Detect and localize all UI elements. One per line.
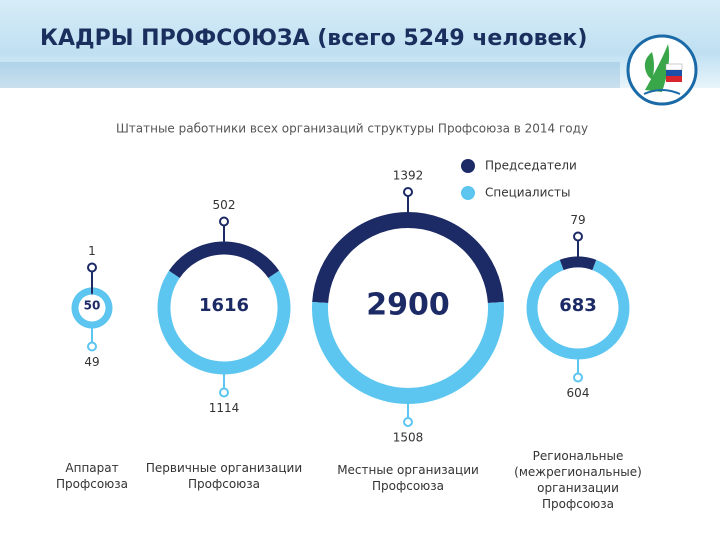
legend-swatch [461, 159, 475, 173]
chart-subtitle: Штатные работники всех организаций струк… [116, 122, 588, 136]
donut-total: 1616 [199, 295, 249, 316]
value-label: 1392 [393, 169, 424, 183]
category-label: Первичные организации Профсоюза [145, 461, 303, 491]
donut-segment [526, 259, 630, 360]
donut-total: 683 [559, 295, 597, 316]
donut-total: 2900 [366, 288, 450, 323]
donut-segment [312, 212, 504, 304]
pin-head [219, 216, 229, 227]
donut-segment [312, 301, 504, 404]
value-label: 604 [567, 386, 590, 400]
pin-head [573, 231, 583, 242]
pin-head [87, 341, 97, 352]
value-label: 49 [84, 355, 99, 369]
legend-label: Специалисты [485, 186, 570, 200]
logo [626, 34, 698, 106]
category-label: Аппарат Профсоюза [55, 461, 129, 491]
category-label: Региональные (межрегиональные) организац… [514, 449, 642, 511]
pin-head [403, 417, 413, 427]
pin-head [573, 372, 583, 383]
value-label: 502 [213, 198, 236, 212]
donut-segment [157, 270, 291, 375]
value-label: 1114 [209, 401, 240, 415]
value-label: 79 [570, 213, 585, 227]
banner-stripe [0, 62, 620, 88]
pin-head [219, 387, 229, 398]
pin-head [87, 262, 97, 273]
legend-swatch [461, 186, 475, 200]
pin-head [403, 187, 413, 197]
donut-total: 50 [84, 299, 101, 313]
legend-label: Председатели [485, 159, 577, 173]
value-label: 1 [88, 244, 96, 258]
donut-segment [559, 256, 597, 271]
donut-segment [71, 287, 113, 329]
category-label: Местные организации Профсоюза [337, 463, 479, 493]
slide-title: КАДРЫ ПРОФСОЮЗА (всего 5249 человек) [40, 26, 588, 51]
donut-segment [168, 241, 280, 279]
banner [0, 0, 720, 88]
value-label: 1508 [393, 431, 424, 445]
